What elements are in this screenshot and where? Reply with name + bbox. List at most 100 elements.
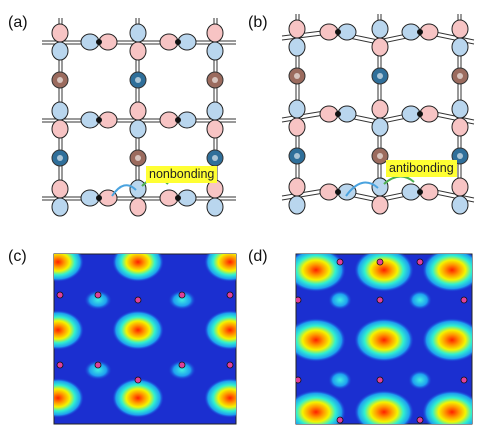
- p-orbital: [159, 111, 197, 129]
- annotation-antibonding: antibonding: [386, 160, 457, 177]
- p-orbital: [451, 99, 469, 137]
- orbital-lobe: [451, 117, 469, 137]
- orbital-lobe: [129, 23, 147, 43]
- p-orbital: [319, 105, 357, 123]
- atom-site: [460, 376, 468, 384]
- atoms-b: [288, 67, 469, 165]
- density-blob: [422, 254, 472, 292]
- orbital-node: [335, 29, 341, 35]
- density-blob: [54, 378, 84, 418]
- p-orbital: [288, 19, 306, 57]
- orbital-lobe: [451, 195, 469, 215]
- density-blob: [296, 254, 346, 292]
- p-orbital: [451, 177, 469, 215]
- p-orbital: [129, 101, 147, 139]
- p-orbital: [371, 19, 389, 57]
- p-orbital: [371, 177, 389, 215]
- orbital-lobes-a: [51, 23, 224, 217]
- orbital-lobe: [371, 177, 389, 197]
- orbital-lobe: [288, 195, 306, 215]
- atom-site: [226, 361, 234, 369]
- orbital-lobe: [288, 19, 306, 39]
- density-map-d: [295, 253, 473, 425]
- orbital-lobe: [288, 117, 306, 137]
- orbital-lobe: [51, 23, 69, 43]
- p-orbital: [159, 189, 197, 207]
- orbital-node: [96, 39, 102, 45]
- p-orbital: [371, 99, 389, 137]
- density-blob: [54, 254, 84, 282]
- orbital-lobe: [206, 119, 224, 139]
- p-orbital: [206, 23, 224, 61]
- atom-site: [178, 361, 186, 369]
- atom-site: [336, 258, 344, 266]
- p-orbital: [451, 19, 469, 57]
- orbital-lattice-a: [42, 18, 236, 217]
- atom-site: [296, 296, 302, 304]
- annotation-nonbonding: nonbonding: [146, 166, 218, 183]
- orbital-node: [335, 189, 341, 195]
- p-orbital: [51, 179, 69, 217]
- atom-site: [226, 291, 234, 299]
- orbital-lobe: [206, 41, 224, 61]
- orbital-lobe: [288, 177, 306, 197]
- orbital-lobe: [206, 23, 224, 43]
- p-orbital: [80, 33, 118, 51]
- orbital-lobe: [129, 179, 147, 199]
- p-orbital: [206, 101, 224, 139]
- atom-site: [376, 376, 384, 384]
- orbital-lobe: [371, 195, 389, 215]
- p-orbital: [288, 99, 306, 137]
- orbital-node: [96, 117, 102, 123]
- orbital-lobe: [371, 19, 389, 39]
- atom-site: [376, 296, 384, 304]
- atom-site: [134, 376, 142, 384]
- p-orbital: [159, 33, 197, 51]
- density-blob: [408, 290, 432, 310]
- atom-site: [460, 296, 468, 304]
- atoms-a: [51, 71, 224, 167]
- hopping-arc-green-b: [383, 175, 415, 185]
- density-blob: [354, 254, 414, 292]
- p-orbital: [129, 179, 147, 217]
- hopping-arc-blue-b: [345, 181, 379, 197]
- orbital-lobe: [371, 99, 389, 119]
- p-orbital: [401, 23, 439, 41]
- orbital-node: [175, 195, 181, 201]
- orbital-lobe: [451, 99, 469, 119]
- density-blob: [54, 310, 84, 350]
- orbital-lobe: [206, 197, 224, 217]
- atom-site: [178, 291, 186, 299]
- density-blob: [354, 318, 414, 362]
- atom-site: [56, 361, 64, 369]
- density-blob: [204, 254, 236, 282]
- atom-site: [134, 296, 142, 304]
- panel-label-c: (c): [8, 248, 27, 265]
- orbital-lobe: [51, 41, 69, 61]
- atom-site: [94, 361, 102, 369]
- orbital-lobe: [129, 101, 147, 121]
- p-orbital: [129, 23, 147, 61]
- panel-label-b: (b): [248, 14, 268, 31]
- orbital-lobe: [288, 37, 306, 57]
- p-orbital: [206, 179, 224, 217]
- p-orbital: [401, 105, 439, 123]
- p-orbital: [51, 101, 69, 139]
- orbital-node: [417, 29, 423, 35]
- density-blob: [168, 360, 196, 380]
- density-blob: [168, 290, 196, 310]
- hopping-arc-blue-a: [111, 184, 137, 197]
- orbital-node: [96, 195, 102, 201]
- density-blob: [112, 378, 164, 418]
- density-blob: [422, 318, 472, 362]
- orbital-lobe: [451, 19, 469, 39]
- p-orbital: [80, 189, 118, 207]
- orbital-lobe: [451, 177, 469, 197]
- density-blob: [328, 370, 352, 390]
- density-blob: [422, 390, 472, 424]
- p-orbital: [51, 23, 69, 61]
- orbital-lobe: [371, 37, 389, 57]
- orbital-node: [335, 111, 341, 117]
- density-blob: [204, 378, 236, 418]
